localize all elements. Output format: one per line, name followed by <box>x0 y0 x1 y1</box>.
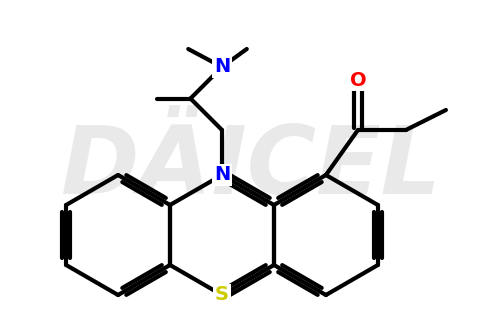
Text: N: N <box>214 166 230 184</box>
Text: S: S <box>215 286 229 304</box>
Text: O: O <box>350 71 366 89</box>
Text: N: N <box>214 57 230 77</box>
Text: DÄICEL: DÄICEL <box>60 122 440 214</box>
